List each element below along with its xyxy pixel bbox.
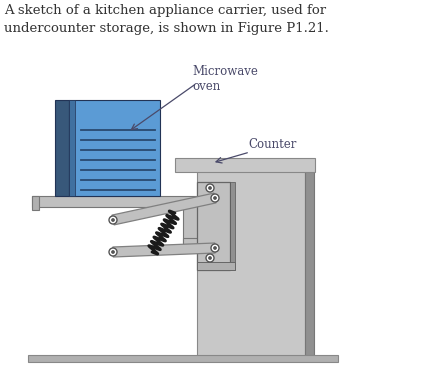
Bar: [175, 158, 314, 172]
Bar: [197, 182, 230, 270]
Text: Counter: Counter: [247, 138, 296, 151]
Circle shape: [111, 218, 114, 221]
Polygon shape: [113, 243, 215, 257]
Bar: [69, 100, 159, 196]
Circle shape: [205, 184, 213, 192]
Polygon shape: [112, 193, 215, 225]
Circle shape: [208, 187, 211, 190]
Bar: [183, 204, 201, 248]
Circle shape: [211, 194, 219, 202]
Bar: [32, 196, 39, 210]
Bar: [69, 100, 75, 196]
Circle shape: [213, 246, 216, 249]
Bar: [197, 262, 234, 270]
Bar: [55, 100, 69, 196]
Bar: [304, 168, 313, 358]
Text: A sketch of a kitchen appliance carrier, used for
undercounter storage, is shown: A sketch of a kitchen appliance carrier,…: [4, 4, 328, 34]
Bar: [183, 238, 218, 248]
Circle shape: [211, 244, 219, 252]
Circle shape: [205, 254, 213, 262]
Circle shape: [109, 216, 117, 224]
Circle shape: [111, 251, 114, 254]
Bar: [230, 182, 234, 270]
Text: Microwave
oven: Microwave oven: [191, 65, 257, 93]
Bar: [28, 355, 337, 362]
Bar: [32, 196, 200, 207]
Circle shape: [213, 196, 216, 199]
Bar: [197, 168, 304, 358]
Circle shape: [208, 257, 211, 260]
Circle shape: [109, 248, 117, 256]
